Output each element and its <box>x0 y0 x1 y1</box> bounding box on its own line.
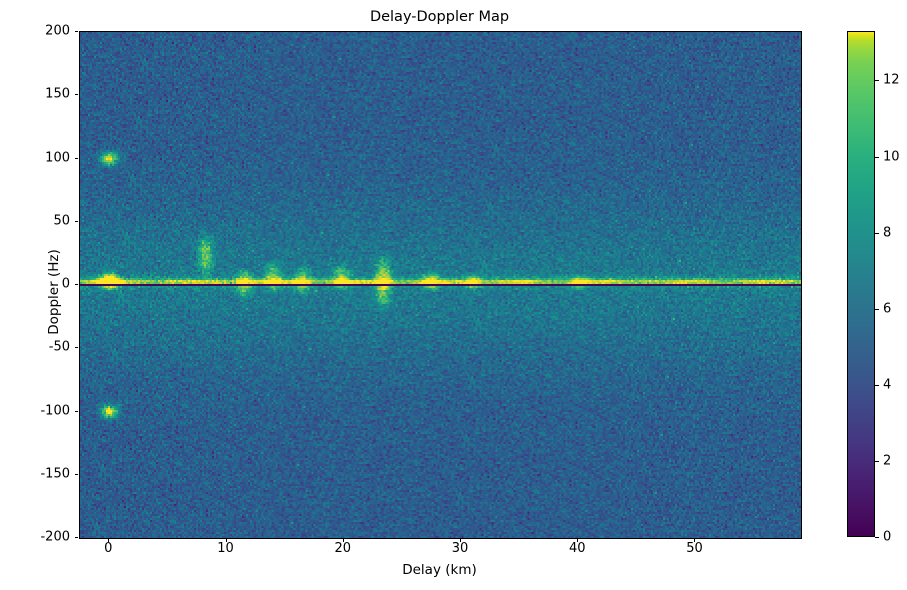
x-tick-label: 20 <box>334 541 352 556</box>
y-tick-label: -200 <box>40 529 70 545</box>
y-tick-label: 0 <box>61 276 70 292</box>
x-axis-label: Delay (km) <box>402 562 477 578</box>
colorbar[interactable] <box>847 31 875 537</box>
y-tick-mark <box>74 94 78 96</box>
y-tick-label: -50 <box>48 339 70 355</box>
y-tick-mark <box>74 347 78 349</box>
y-tick-label: -150 <box>40 466 70 482</box>
colorbar-tick-label: 0 <box>883 529 892 545</box>
y-tick-label: 200 <box>45 23 70 39</box>
x-tick-label: 10 <box>217 541 234 556</box>
colorbar-tick-mark <box>875 156 879 158</box>
y-tick-mark <box>74 284 78 285</box>
y-tick-label: 50 <box>53 213 70 229</box>
colorbar-tick-label: 12 <box>883 72 900 88</box>
colorbar-tick-label: 10 <box>883 149 900 165</box>
x-tick-label: 0 <box>104 541 113 556</box>
y-tick-mark <box>74 537 78 538</box>
y-tick-label: -100 <box>40 403 70 418</box>
colorbar-tick-mark <box>875 232 879 234</box>
y-tick-label: 150 <box>45 86 70 102</box>
colorbar-gradient <box>847 31 875 537</box>
colorbar-tick-label: 4 <box>883 377 892 393</box>
y-tick-mark <box>74 157 78 159</box>
x-tick-mark <box>108 538 110 542</box>
y-tick-mark <box>74 31 78 32</box>
y-axis-label: Doppler (Hz) <box>46 249 62 335</box>
colorbar-tick-mark <box>875 308 879 310</box>
x-tick-label: 50 <box>686 541 703 556</box>
colorbar-tick-mark <box>875 80 879 82</box>
x-tick-mark <box>460 538 462 542</box>
x-tick-mark <box>694 538 696 542</box>
x-tick-mark <box>342 538 344 542</box>
x-tick-mark <box>577 538 579 542</box>
x-tick-mark <box>225 538 227 542</box>
colorbar-tick-label: 8 <box>883 225 892 241</box>
x-tick-label: 30 <box>451 541 469 556</box>
heatmap-plot-area[interactable] <box>79 31 802 539</box>
y-tick-mark <box>74 410 78 412</box>
colorbar-tick-mark <box>875 460 879 462</box>
colorbar-tick-label: 6 <box>883 301 892 317</box>
y-tick-label: 100 <box>45 150 70 165</box>
colorbar-tick-mark <box>875 537 879 538</box>
x-tick-label: 40 <box>568 541 586 556</box>
colorbar-tick-mark <box>875 384 879 386</box>
delay-doppler-heatmap <box>80 32 801 538</box>
page-title: Delay-Doppler Map <box>369 9 510 25</box>
colorbar-tick-label: 2 <box>883 453 892 469</box>
y-tick-mark <box>74 473 78 475</box>
y-tick-mark <box>74 220 78 222</box>
